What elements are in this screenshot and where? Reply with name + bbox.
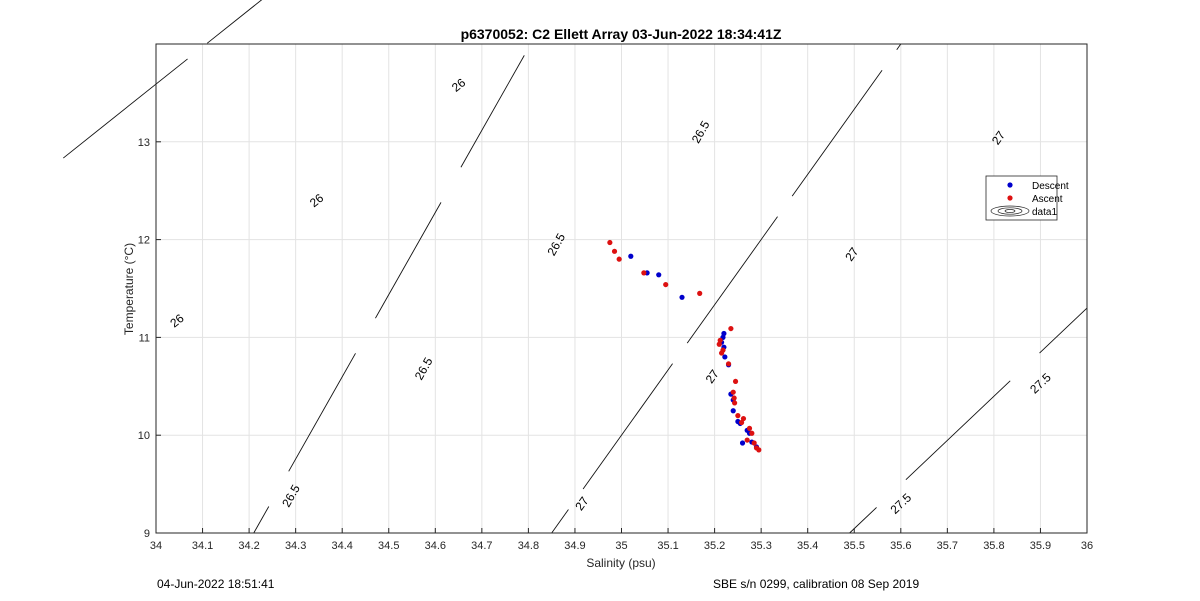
- x-tick-label: 35.2: [704, 540, 725, 552]
- y-axis-label: Temperature (°C): [122, 243, 136, 335]
- ascent-point: [732, 400, 738, 406]
- x-tick-label: 34.6: [425, 540, 446, 552]
- ascent-point: [749, 430, 755, 436]
- x-tick-label: 35.8: [983, 540, 1004, 552]
- ascent-point: [740, 415, 747, 422]
- density-contour-27: [686, 216, 778, 344]
- ascent-point: [616, 256, 622, 262]
- descent-point: [721, 330, 727, 337]
- x-tick-label: 35.9: [1030, 540, 1051, 552]
- ascent-point: [641, 270, 647, 276]
- x-axis-ticks: 34 34.1 34.2 34.3 34.4 34.5 34.6 34.7 34.8 34.9 35…: [150, 528, 1093, 552]
- density-contour-26.5: [375, 202, 442, 319]
- descent-point: [722, 354, 728, 360]
- x-tick-label: 34.7: [471, 540, 492, 552]
- legend: Descent Ascent data1: [985, 175, 1069, 221]
- ascent-point: [738, 419, 745, 426]
- y-tick-label: 11: [139, 332, 150, 344]
- ascent-point: [735, 413, 741, 419]
- x-tick-label: 34.4: [331, 540, 352, 552]
- ascent-point: [731, 395, 737, 401]
- ascent-point: [611, 248, 618, 254]
- density-contour-27: [551, 509, 569, 534]
- legend-contour-icon: [990, 205, 1030, 217]
- y-tick-label: 13: [138, 137, 150, 149]
- legend-box: [985, 175, 1058, 221]
- descent-point: [730, 408, 736, 414]
- footer-timestamp: 04-Jun-2022 18:51:41: [157, 577, 275, 591]
- descent-point: [679, 294, 685, 300]
- descent-point: [656, 272, 662, 278]
- x-tick-label: 34.5: [378, 540, 399, 552]
- density-contour-27: [896, 43, 902, 50]
- x-axis-label: Salinity (psu): [586, 556, 655, 570]
- ascent-point: [756, 447, 762, 453]
- x-tick-label: 35.5: [844, 540, 865, 552]
- data-points: [607, 239, 762, 453]
- density-contour-26.5: [253, 506, 270, 534]
- x-tick-label: 34.1: [192, 540, 213, 552]
- legend-ascent-marker: [1007, 195, 1013, 201]
- x-tick-label: 35.6: [890, 540, 911, 552]
- x-tick-label: 35.7: [937, 540, 958, 552]
- descent-point: [628, 253, 634, 259]
- footer-calibration: SBE s/n 0299, calibration 08 Sep 2019: [713, 577, 919, 591]
- ascent-point: [607, 239, 613, 246]
- x-tick-label: 35.3: [750, 540, 771, 552]
- x-tick-label: 35.1: [657, 540, 678, 552]
- ascent-point: [728, 325, 734, 332]
- density-contour-27.5: [905, 380, 1011, 480]
- legend-descent-marker: [1007, 182, 1013, 188]
- density-contour-27: [582, 363, 673, 490]
- x-tick-label: 35: [615, 540, 627, 552]
- descent-point: [739, 440, 746, 446]
- x-tick-label: 34: [150, 540, 162, 552]
- chart-title: p6370052: C2 Ellett Array 03-Jun-2022 18…: [461, 26, 782, 42]
- ascent-point: [663, 281, 669, 288]
- ascent-point: [697, 290, 703, 296]
- x-tick-label: 36: [1081, 540, 1093, 552]
- x-tick-label: 34.2: [238, 540, 259, 552]
- ascent-point: [717, 337, 723, 343]
- y-tick-label: 12: [138, 235, 150, 247]
- ascent-point: [732, 378, 739, 385]
- ascent-point: [746, 425, 753, 431]
- ascent-point: [716, 341, 722, 347]
- y-axis-ticks: 9 10 11 12 13: [138, 137, 161, 540]
- x-tick-label: 34.8: [518, 540, 539, 552]
- legend-data1-label: data1: [1032, 207, 1057, 218]
- legend-ascent-label: Ascent: [1032, 194, 1063, 205]
- legend-descent-label: Descent: [1032, 181, 1069, 192]
- x-tick-label: 34.3: [285, 540, 306, 552]
- density-contour-26: [206, 0, 263, 44]
- density-contour-26: [62, 58, 188, 159]
- density-contour-27: [791, 69, 883, 197]
- density-contour-27.5: [1039, 307, 1088, 354]
- ascent-point: [744, 437, 750, 443]
- x-tick-label: 35.4: [797, 540, 818, 552]
- ascent-point: [725, 361, 732, 367]
- density-contour-26.5: [288, 353, 356, 472]
- y-tick-label: 9: [144, 528, 150, 540]
- ascent-point: [751, 440, 757, 446]
- ascent-point: [730, 389, 736, 395]
- ascent-point: [718, 350, 725, 356]
- density-contour-26.5: [460, 55, 525, 168]
- x-tick-label: 34.9: [564, 540, 585, 552]
- y-tick-label: 10: [138, 430, 150, 442]
